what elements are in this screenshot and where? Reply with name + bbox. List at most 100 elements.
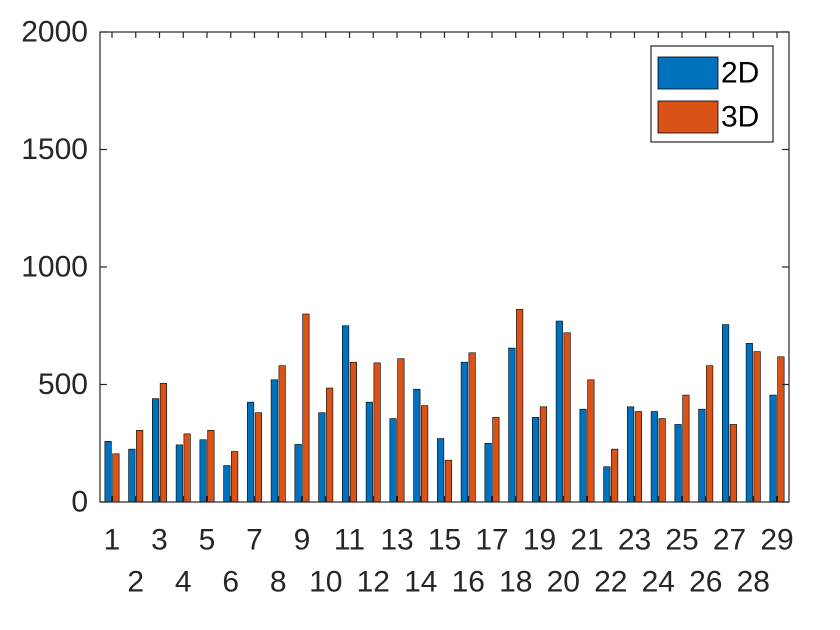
bar-3D-5 (207, 430, 215, 503)
bar-2D-11 (342, 325, 350, 503)
bar-2D-8 (270, 379, 278, 503)
bar-2D-10 (318, 412, 326, 503)
x-tick-label: 10 (309, 566, 342, 599)
bar-2D-27 (722, 324, 730, 503)
x-tick-label: 7 (246, 524, 263, 557)
x-tick-label: 2 (127, 566, 144, 599)
x-tick-label: 28 (737, 566, 770, 599)
bar-3D-29 (777, 356, 785, 503)
y-tick-label: 2000 (21, 16, 88, 49)
x-tick-label: 26 (689, 566, 722, 599)
bar-2D-3 (152, 398, 160, 503)
x-tick-label: 6 (222, 566, 239, 599)
bar-2D-25 (674, 424, 682, 503)
legend-swatch-2D (657, 56, 719, 90)
bar-3D-11 (349, 361, 357, 503)
bar-2D-1 (104, 441, 112, 503)
legend-label-3D: 3D (721, 101, 759, 134)
bar-3D-18 (516, 308, 524, 503)
bar-3D-19 (539, 406, 547, 503)
y-tick-label: 1000 (21, 251, 88, 284)
bar-3D-8 (278, 365, 286, 503)
bar-2D-28 (745, 343, 753, 503)
legend-label-2D: 2D (721, 57, 759, 90)
bar-2D-9 (294, 444, 302, 503)
bar-3D-15 (444, 459, 452, 503)
bar-3D-21 (587, 379, 595, 503)
bar-3D-23 (634, 411, 642, 503)
bar-2D-16 (460, 361, 468, 503)
bar-3D-12 (373, 362, 381, 503)
bar-2D-14 (413, 388, 421, 503)
x-tick-label: 24 (642, 566, 675, 599)
bar-2D-20 (555, 320, 563, 503)
bar-3D-7 (254, 412, 262, 503)
bar-3D-28 (753, 351, 761, 503)
bar-2D-13 (389, 418, 397, 503)
bar-3D-26 (706, 365, 714, 503)
legend-swatch-3D (657, 100, 719, 134)
bar-3D-3 (159, 383, 167, 503)
x-tick-label: 11 (334, 524, 365, 557)
y-tick-labels: 0 500 1000 1500 2000 (21, 16, 88, 519)
bar-2D-24 (650, 411, 658, 503)
x-tick-label: 18 (499, 566, 532, 599)
x-tick-label: 29 (760, 524, 793, 557)
bar-2D-2 (128, 448, 136, 503)
x-tick-label: 20 (547, 566, 580, 599)
bar-3D-2 (136, 430, 144, 503)
x-tick-label: 1 (104, 524, 121, 557)
bar-2D-21 (579, 408, 587, 503)
bar-3D-22 (611, 448, 619, 503)
x-tick-label: 13 (380, 524, 413, 557)
bar-2D-17 (484, 442, 492, 503)
bar-3D-13 (397, 358, 405, 503)
bar-3D-6 (231, 451, 239, 503)
bar-2D-29 (769, 394, 777, 503)
x-tick-label: 16 (452, 566, 485, 599)
x-tick-label: 21 (570, 524, 603, 557)
bar-2D-5 (199, 439, 207, 503)
bar-2D-7 (247, 401, 255, 503)
bar-2D-23 (627, 406, 635, 503)
x-tick-label: 15 (428, 524, 461, 557)
bar-3D-20 (563, 332, 571, 503)
x-tick-label: 22 (594, 566, 627, 599)
x-tick-labels: 1234567891011121314151617181920212223242… (104, 524, 794, 599)
bar-2D-15 (437, 438, 445, 503)
y-tick-label: 500 (38, 368, 88, 401)
bar-3D-27 (729, 424, 737, 503)
y-tick-label: 0 (71, 486, 88, 519)
bar-3D-17 (492, 417, 500, 503)
bar-2D-26 (698, 408, 706, 503)
bar-3D-25 (682, 394, 690, 503)
x-tick-label: 3 (151, 524, 168, 557)
bar-3D-9 (302, 313, 310, 503)
bar-3D-1 (112, 453, 120, 503)
x-tick-label: 12 (357, 566, 390, 599)
bar-3D-14 (421, 405, 429, 503)
x-tick-label: 14 (404, 566, 437, 599)
bar-2D-22 (603, 466, 611, 503)
x-tick-label: 25 (665, 524, 698, 557)
bar-2D-4 (175, 444, 183, 503)
x-tick-label: 9 (294, 524, 311, 557)
x-tick-label: 19 (523, 524, 556, 557)
axes-group (99, 31, 790, 503)
x-tick-label: 8 (270, 566, 287, 599)
y-tick-label: 1500 (21, 133, 88, 166)
bar-3D-10 (326, 387, 334, 503)
bar-2D-19 (532, 417, 540, 503)
bar-3D-24 (658, 418, 666, 503)
bar-3D-4 (183, 433, 191, 503)
bar-2D-12 (365, 401, 373, 503)
bar-2D-6 (223, 465, 231, 503)
bar-3D-16 (468, 352, 476, 503)
bar-2D-18 (508, 347, 516, 503)
x-tick-label: 23 (618, 524, 651, 557)
x-tick-label: 5 (199, 524, 216, 557)
x-tick-label: 27 (713, 524, 746, 557)
x-tick-label: 4 (175, 566, 192, 599)
